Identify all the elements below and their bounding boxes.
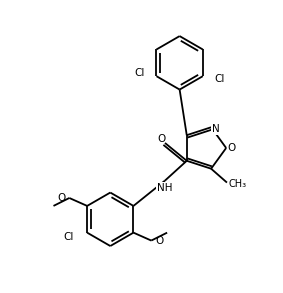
Text: Cl: Cl (215, 74, 225, 84)
Text: CH₃: CH₃ (229, 178, 247, 189)
Text: O: O (227, 143, 235, 153)
Text: NH: NH (157, 183, 173, 193)
Text: Cl: Cl (63, 231, 73, 242)
Text: O: O (157, 134, 165, 144)
Text: Cl: Cl (134, 68, 145, 78)
Text: O: O (57, 193, 66, 203)
Text: N: N (212, 124, 220, 134)
Text: O: O (155, 236, 163, 246)
